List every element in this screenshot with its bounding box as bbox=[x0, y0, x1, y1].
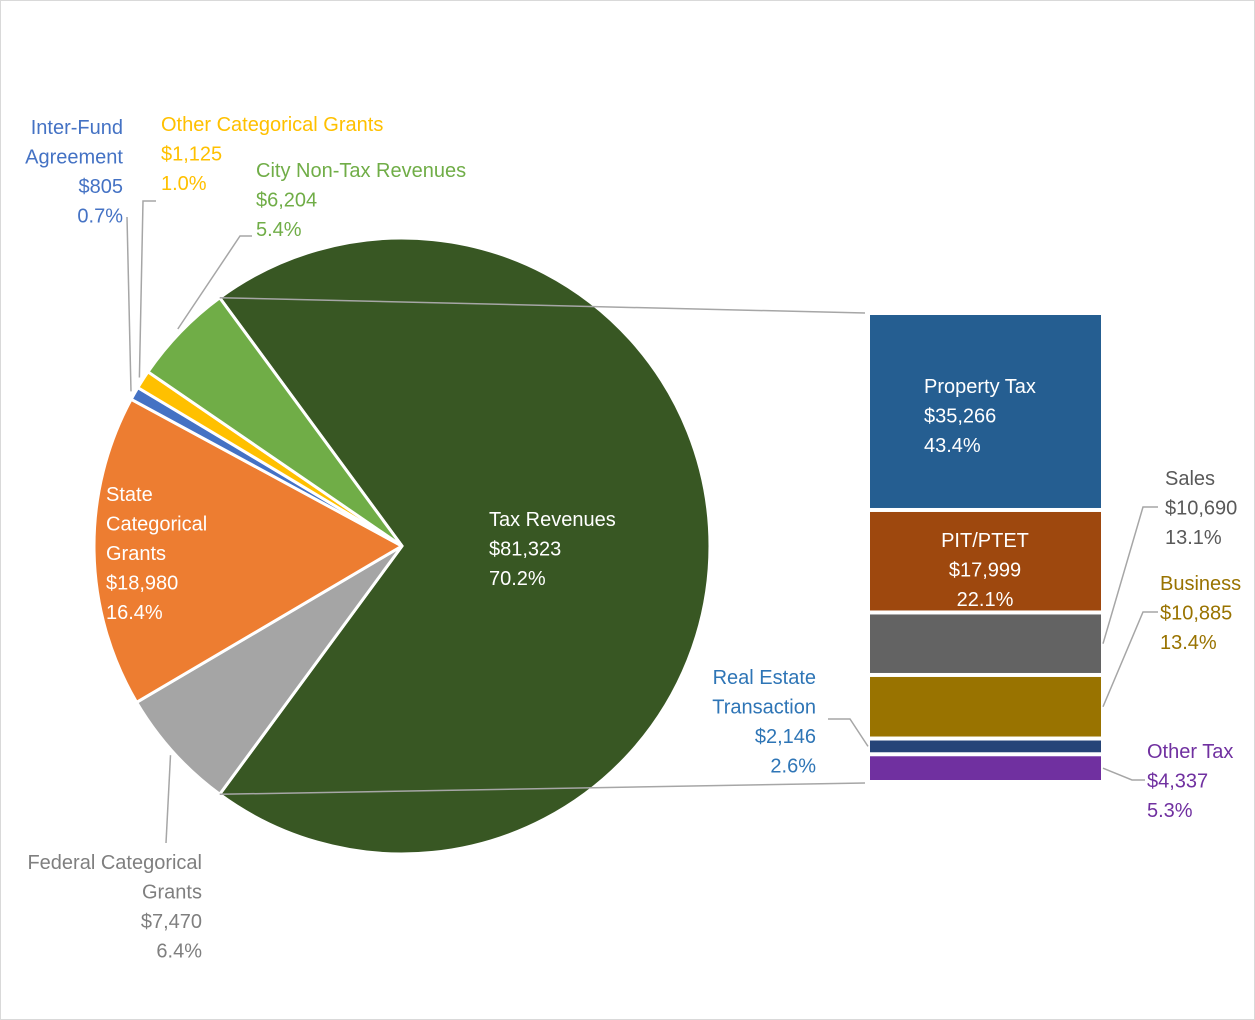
leader-line-othercat bbox=[138, 200, 156, 378]
leader-line-nontax bbox=[177, 235, 252, 330]
data-label-business: Business $10,885 13.4% bbox=[1160, 573, 1241, 654]
connector-line-top bbox=[219, 296, 866, 314]
bar-segment-realestate bbox=[870, 740, 1101, 753]
data-label-other-categorical: Other Categorical Grants $1,125 1.0% bbox=[161, 114, 383, 195]
data-label-nontax: City Non-Tax Revenues $6,204 5.4% bbox=[256, 160, 466, 241]
data-label-state-grants: State Categorical Grants $18,980 16.4% bbox=[106, 484, 207, 624]
leader-line-interfund bbox=[126, 216, 132, 392]
data-label-sales: Sales $10,690 13.1% bbox=[1165, 468, 1237, 549]
connector-line-bottom bbox=[219, 782, 866, 796]
data-label-property-tax: Property Tax $35,266 43.4% bbox=[924, 376, 1036, 457]
bar-segment-othertax bbox=[870, 756, 1101, 780]
bar-segment-sales bbox=[870, 614, 1101, 673]
data-label-federal-grants: Federal Categorical Grants $7,470 6.4% bbox=[27, 852, 202, 963]
pie-slice-tax bbox=[218, 236, 712, 856]
leader-line-business bbox=[1102, 611, 1158, 708]
pie-slice-state bbox=[92, 397, 404, 704]
leader-line-realestate bbox=[828, 718, 869, 747]
leader-line-federal bbox=[165, 755, 172, 844]
data-label-real-estate: Real Estate Transaction $2,146 2.6% bbox=[712, 667, 816, 778]
bar-segment-business bbox=[870, 676, 1101, 737]
data-label-tax-revenues: Tax Revenues $81,323 70.2% bbox=[489, 509, 616, 590]
pie-slice-nontax bbox=[146, 296, 404, 548]
bar-segment-pit bbox=[870, 511, 1101, 611]
leader-line-sales bbox=[1102, 506, 1158, 644]
data-label-pit-ptet: PIT/PTET $17,999 22.1% bbox=[941, 530, 1029, 611]
data-label-interfund: Inter-Fund Agreement $805 0.7% bbox=[25, 117, 123, 228]
data-label-other-tax: Other Tax $4,337 5.3% bbox=[1147, 741, 1233, 822]
leader-line-othertax bbox=[1102, 767, 1145, 781]
pie-slice-federal bbox=[135, 544, 404, 796]
bar-segment-property bbox=[870, 315, 1101, 508]
